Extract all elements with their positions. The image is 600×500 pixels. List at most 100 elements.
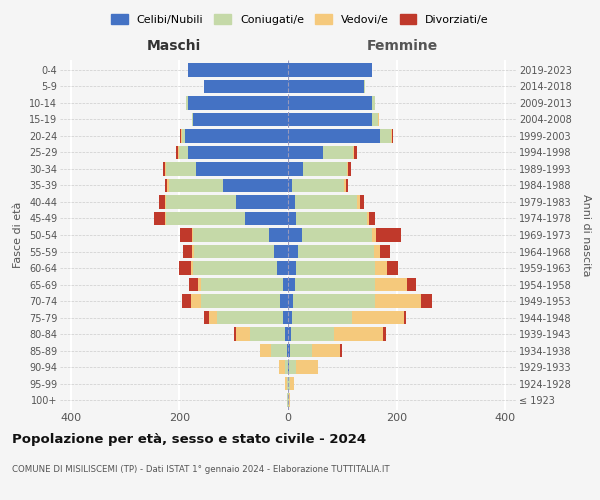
Bar <box>188 64 288 76</box>
Bar <box>374 245 380 258</box>
Bar <box>165 162 166 175</box>
Bar <box>236 328 250 340</box>
Bar <box>375 294 421 308</box>
Bar <box>289 360 296 374</box>
Bar <box>277 262 288 274</box>
Bar <box>178 146 179 159</box>
Bar <box>283 311 288 324</box>
Bar <box>204 80 288 93</box>
Bar <box>288 80 364 93</box>
Legend: Celibi/Nubili, Coniugati/e, Vedovi/e, Divorziati/e: Celibi/Nubili, Coniugati/e, Vedovi/e, Di… <box>108 10 492 28</box>
Bar <box>357 196 359 208</box>
Bar <box>421 294 432 308</box>
Bar <box>288 344 290 357</box>
Bar <box>271 344 287 357</box>
Bar <box>166 162 196 175</box>
Bar <box>288 179 292 192</box>
Bar <box>288 130 380 142</box>
Bar <box>182 245 193 258</box>
Bar <box>302 228 372 241</box>
Bar <box>191 262 193 274</box>
Bar <box>160 196 165 208</box>
Bar <box>375 278 407 291</box>
Bar <box>288 245 298 258</box>
Bar <box>280 294 288 308</box>
Bar <box>163 162 165 175</box>
Bar <box>298 245 374 258</box>
Bar <box>193 113 288 126</box>
Bar <box>165 212 166 225</box>
Bar <box>288 196 295 208</box>
Bar <box>165 196 166 208</box>
Bar <box>165 179 167 192</box>
Bar <box>269 228 288 241</box>
Bar <box>288 328 291 340</box>
Bar <box>296 212 367 225</box>
Bar <box>288 212 296 225</box>
Bar <box>290 377 294 390</box>
Bar <box>287 377 288 390</box>
Bar <box>293 294 375 308</box>
Text: Maschi: Maschi <box>147 39 201 53</box>
Bar <box>288 377 290 390</box>
Bar <box>376 228 401 241</box>
Bar <box>292 311 352 324</box>
Bar <box>370 212 375 225</box>
Bar <box>188 96 288 110</box>
Bar <box>285 328 288 340</box>
Text: COMUNE DI MISILISCEMI (TP) - Dati ISTAT 1° gennaio 2024 - Elaborazione TUTTITALI: COMUNE DI MISILISCEMI (TP) - Dati ISTAT … <box>12 466 389 474</box>
Bar <box>201 278 283 291</box>
Bar <box>288 294 293 308</box>
Bar <box>289 394 290 406</box>
Bar <box>288 228 302 241</box>
Bar <box>380 245 390 258</box>
Bar <box>375 262 387 274</box>
Text: Popolazione per età, sesso e stato civile - 2024: Popolazione per età, sesso e stato civil… <box>12 432 366 446</box>
Bar <box>260 344 271 357</box>
Bar <box>288 360 289 374</box>
Bar <box>359 196 364 208</box>
Bar <box>193 245 194 258</box>
Bar <box>245 212 288 225</box>
Bar <box>313 344 340 357</box>
Bar <box>288 113 372 126</box>
Bar <box>193 228 269 241</box>
Bar <box>204 311 209 324</box>
Bar <box>354 146 357 159</box>
Bar <box>291 328 334 340</box>
Bar <box>179 262 191 274</box>
Bar <box>166 196 236 208</box>
Bar <box>169 179 223 192</box>
Bar <box>296 360 319 374</box>
Bar <box>182 130 185 142</box>
Y-axis label: Anni di nascita: Anni di nascita <box>581 194 591 276</box>
Bar <box>353 146 354 159</box>
Bar <box>372 96 375 110</box>
Bar <box>292 179 344 192</box>
Bar <box>288 162 303 175</box>
Bar <box>372 113 377 126</box>
Bar <box>181 130 182 142</box>
Bar <box>217 311 283 324</box>
Bar <box>223 179 288 192</box>
Bar <box>288 146 323 159</box>
Bar <box>185 130 288 142</box>
Bar <box>295 278 375 291</box>
Bar <box>372 228 376 241</box>
Bar <box>367 212 370 225</box>
Bar <box>234 328 236 340</box>
Bar <box>391 130 392 142</box>
Bar <box>348 162 351 175</box>
Bar <box>295 196 357 208</box>
Bar <box>209 311 217 324</box>
Bar <box>167 179 169 192</box>
Bar <box>323 146 353 159</box>
Bar <box>176 146 178 159</box>
Bar <box>191 294 201 308</box>
Bar <box>392 130 394 142</box>
Bar <box>192 228 193 241</box>
Bar <box>347 162 348 175</box>
Bar <box>199 278 201 291</box>
Bar <box>193 262 277 274</box>
Bar <box>179 146 188 159</box>
